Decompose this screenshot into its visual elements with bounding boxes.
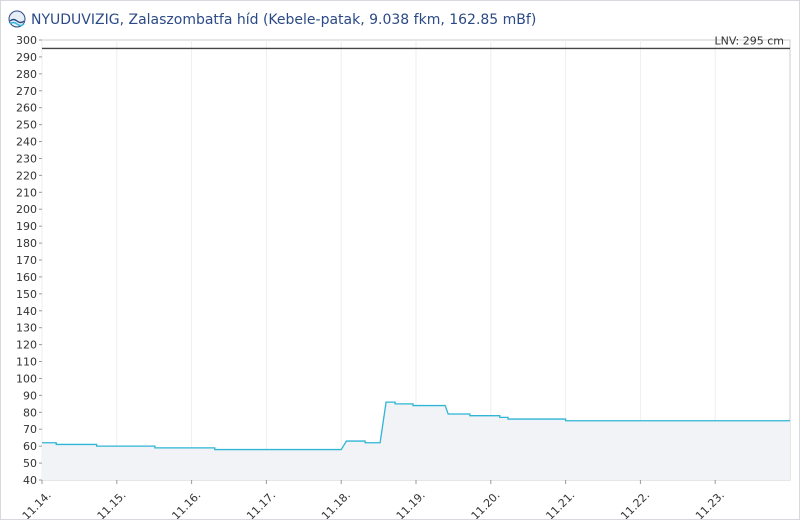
logo-icon	[8, 10, 26, 28]
y-tick-label: 190	[16, 220, 37, 233]
y-tick-label: 280	[16, 68, 37, 81]
y-tick-label: 50	[23, 457, 37, 470]
x-tick-label: 11.18.	[319, 489, 353, 519]
y-tick-label: 130	[16, 322, 37, 335]
x-tick-label: 11.23.	[693, 489, 727, 519]
y-tick-label: 180	[16, 237, 37, 250]
y-tick-label: 110	[16, 356, 37, 369]
y-tick-label: 270	[16, 85, 37, 98]
y-tick-label: 70	[23, 423, 37, 436]
y-tick-label: 210	[16, 186, 37, 199]
y-tick-label: 150	[16, 288, 37, 301]
y-tick-label: 100	[16, 372, 37, 385]
x-tick-label: 11.19.	[394, 489, 428, 519]
x-tick-label: 11.22.	[618, 489, 652, 519]
chart-title: NYUDUVIZIG, Zalaszombatfa híd (Kebele-pa…	[31, 12, 536, 28]
y-tick-label: 250	[16, 119, 37, 132]
x-tick-label: 11.20.	[469, 489, 503, 519]
x-tick-label: 11.17.	[244, 489, 278, 519]
y-tick-label: 40	[23, 474, 37, 487]
y-tick-label: 230	[16, 152, 37, 165]
y-tick-label: 140	[16, 305, 37, 318]
x-tick-label: 11.14.	[20, 489, 54, 519]
y-tick-label: 80	[23, 406, 37, 419]
y-tick-label: 200	[16, 203, 37, 216]
y-tick-label: 290	[16, 51, 37, 64]
y-tick-label: 90	[23, 389, 37, 402]
y-tick-label: 160	[16, 271, 37, 284]
y-tick-label: 120	[16, 339, 37, 352]
series-line	[42, 401, 790, 451]
y-tick-label: 60	[23, 440, 37, 453]
threshold-label: LNV: 295 cm	[715, 34, 784, 47]
x-tick-label: 11.16.	[169, 489, 203, 519]
y-tick-label: 220	[16, 169, 37, 182]
x-tick-label: 11.15.	[95, 489, 129, 519]
area-fill	[42, 402, 790, 480]
y-tick-label: 300	[16, 34, 37, 47]
y-tick-label: 170	[16, 254, 37, 267]
y-tick-label: 240	[16, 136, 37, 149]
x-tick-label: 11.21.	[543, 489, 577, 519]
y-tick-label: 260	[16, 102, 37, 115]
